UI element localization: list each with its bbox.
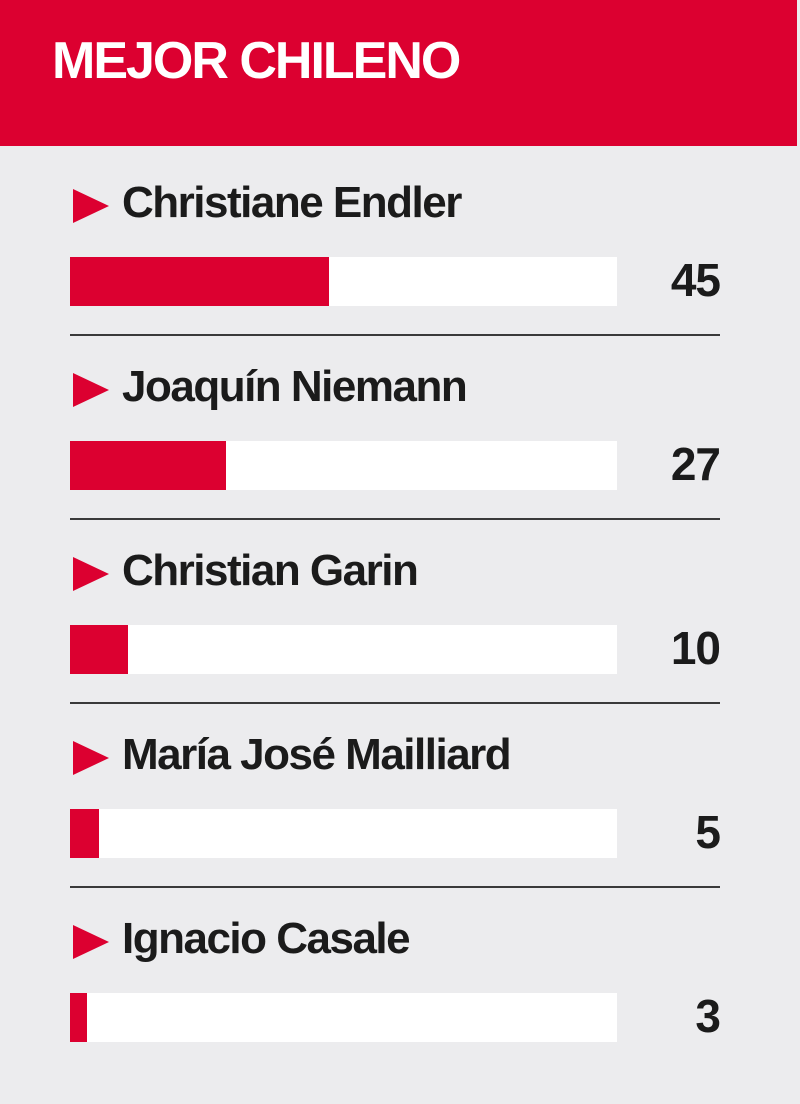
bar-1 [70,441,226,490]
bar-0 [70,257,330,306]
row-divider-1 [70,518,720,520]
bar-row-3: María José Mailliard 5 [0,552,800,888]
header-banner: MEJOR CHILENO [0,0,797,146]
row-divider-0 [70,334,720,336]
bar-track-2 [70,625,617,674]
bar-label-0: Christiane Endler [122,178,462,227]
row-divider-3 [70,886,720,888]
chart-title: MEJOR CHILENO [52,32,461,90]
bar-track-1 [70,441,617,490]
bar-track-3 [70,809,617,858]
value-label-1: 27 [670,438,721,490]
value-label-2: 10 [670,622,721,674]
value-label-3: 5 [695,806,721,858]
bar-row-2: Christian Garin 10 [0,368,800,704]
triangle-bullet-icon [73,557,109,591]
bar-2 [70,625,128,674]
bar-4 [70,993,88,1042]
triangle-bullet-icon [73,189,109,223]
value-label-0: 45 [670,254,721,306]
value-label-4: 3 [695,990,721,1042]
triangle-bullet-icon [73,925,109,959]
bar-label-2: Christian Garin [122,546,419,595]
bar-label-4: Ignacio Casale [122,914,411,963]
bar-label-3: María José Mailliard [122,730,512,779]
bar-3 [70,809,99,858]
bar-track-0 [70,257,617,306]
bar-track-4 [70,993,617,1042]
triangle-bullet-icon [73,741,109,775]
bar-row-4: Ignacio Casale 3 [0,736,800,1042]
row-divider-2 [70,702,720,704]
triangle-bullet-icon [73,373,109,407]
bar-row-1: Joaquín Niemann 27 [0,184,800,520]
bar-label-1: Joaquín Niemann [122,362,468,411]
bar-row-0: Christiane Endler 45 [0,0,800,336]
